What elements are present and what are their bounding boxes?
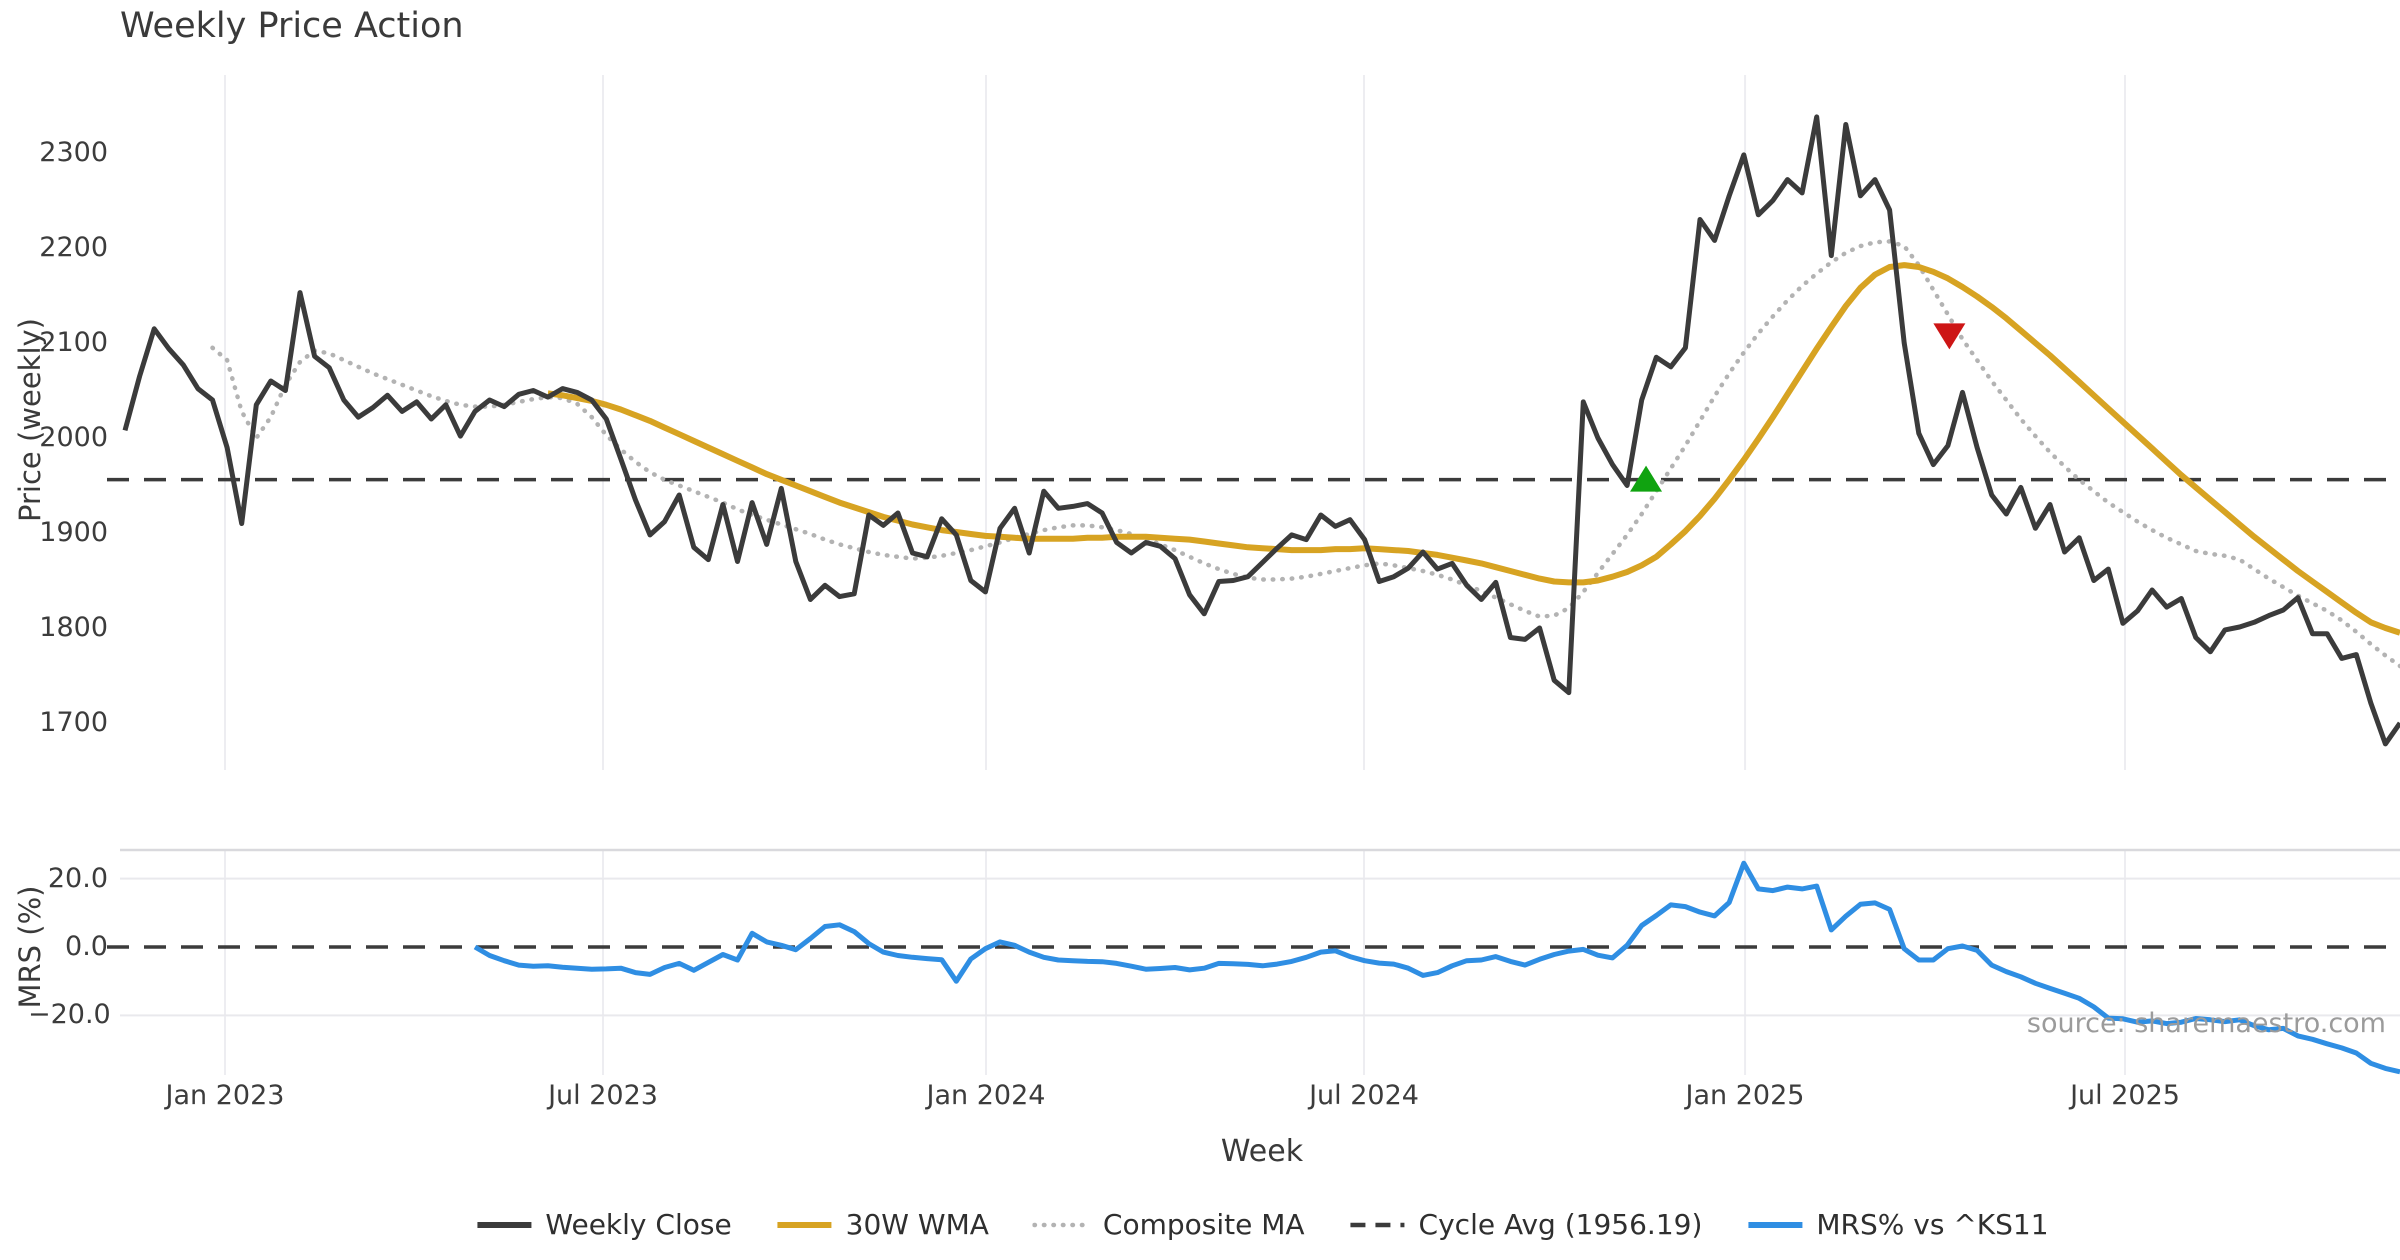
legend-label: Weekly Close <box>545 1208 732 1241</box>
legend-label: MRS% vs ^KS11 <box>1816 1208 2049 1241</box>
price-ytick-label: 1700 <box>39 707 108 738</box>
legend-label: Composite MA <box>1102 1208 1305 1241</box>
legend-label: 30W WMA <box>845 1208 989 1241</box>
legend-label: Cycle Avg (1956.19) <box>1418 1208 1703 1241</box>
mrs-line <box>473 860 2400 1075</box>
price-ytick-label: 2100 <box>39 327 108 358</box>
legend-item: 30W WMA <box>776 1208 989 1241</box>
legend-swatch <box>1350 1222 1405 1227</box>
composite-ma-line <box>210 239 2400 669</box>
x-axis-label: Week <box>1220 1134 1304 1169</box>
mrs-ytick-label: 0.0 <box>65 931 108 962</box>
legend-item: MRS% vs ^KS11 <box>1746 1208 2049 1241</box>
legend-swatch <box>1032 1222 1091 1227</box>
legend-item: Composite MA <box>1032 1208 1305 1241</box>
wma-30w-line <box>547 262 2400 636</box>
weekly-close-line <box>122 114 2400 747</box>
legend-swatch <box>777 1221 832 1228</box>
price-ytick-label: 1900 <box>39 517 108 548</box>
price-ytick-label: 2200 <box>39 232 108 263</box>
legend-swatch <box>1748 1221 1803 1228</box>
chart-title: Weekly Price Action <box>120 6 464 46</box>
xtick-label: Jul 2024 <box>1309 1080 1419 1111</box>
buy-signal-marker <box>1630 465 1663 492</box>
mrs-ytick-label: 20.0 <box>47 863 108 894</box>
price-ytick-label: 2300 <box>39 137 108 168</box>
xtick-label: Jan 2023 <box>165 1080 285 1111</box>
xtick-label: Jul 2023 <box>548 1080 658 1111</box>
xtick-label: Jan 2025 <box>1685 1080 1805 1111</box>
legend-swatch <box>477 1221 532 1228</box>
legend: Weekly Close 30W WMA Composite MA Cycle Avg… <box>475 1208 2049 1241</box>
xtick-label: Jan 2024 <box>926 1080 1046 1111</box>
mrs-ytick-label: −20.0 <box>28 999 111 1030</box>
source-watermark: source: sharemaestro.com <box>2026 1008 2386 1039</box>
legend-item: Cycle Avg (1956.19) <box>1349 1208 1703 1241</box>
price-ytick-label: 1800 <box>39 612 108 643</box>
legend-item: Weekly Close <box>475 1208 732 1241</box>
sell-signal-marker <box>1933 323 1966 350</box>
price-ytick-label: 2000 <box>39 422 108 453</box>
xtick-label: Jul 2025 <box>2070 1080 2180 1111</box>
